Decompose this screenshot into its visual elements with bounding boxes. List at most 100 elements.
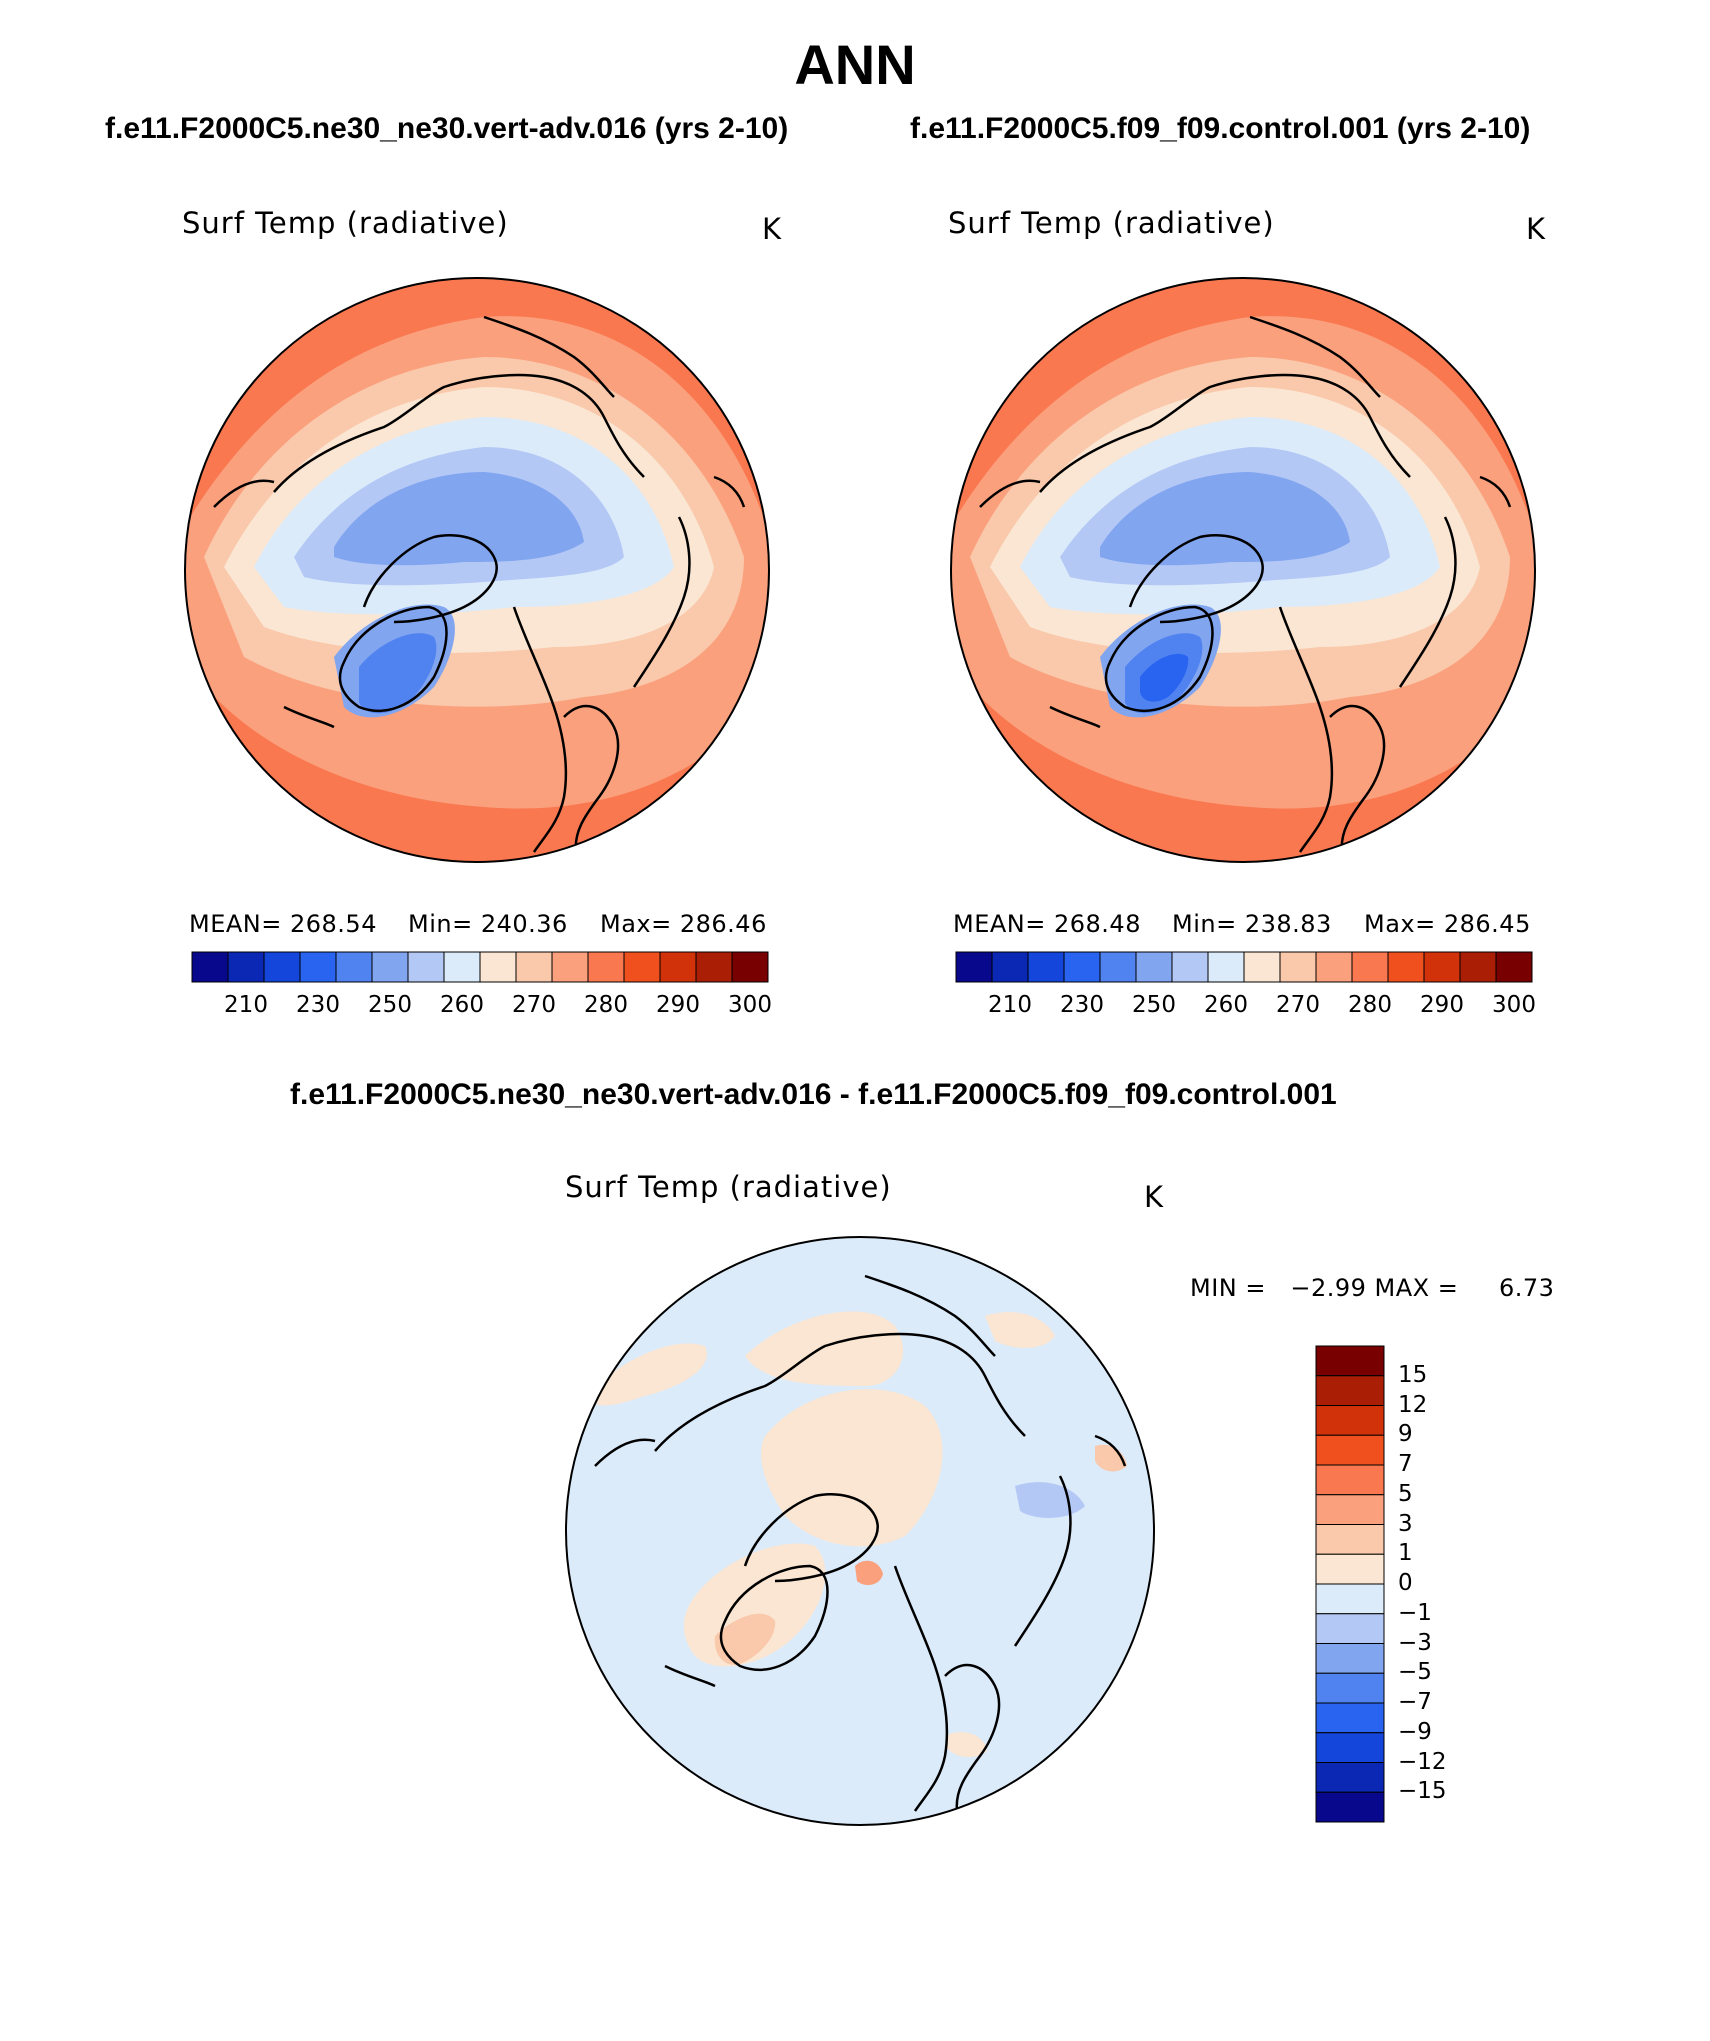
cbar-abs-swatch (991, 951, 1029, 983)
diff-title: f.e11.F2000C5.ne30_ne30.vert-adv.016 - f… (290, 1078, 1337, 1111)
cbar-diff-swatch (1315, 1464, 1385, 1496)
cbar-abs-tick-label: 230 (1060, 992, 1104, 1018)
cbar-abs-tick-label: 270 (512, 992, 556, 1018)
cbar-abs-tick-label: 270 (1276, 992, 1320, 1018)
cbar-diff-tick-label: 7 (1398, 1451, 1413, 1477)
cbar-abs-tick-label: 290 (656, 992, 700, 1018)
cbar-diff-swatch (1315, 1345, 1385, 1377)
cbar-abs-swatch (443, 951, 481, 983)
cbar-abs-swatch (1459, 951, 1497, 983)
cbar-abs-tick-label: 280 (584, 992, 628, 1018)
map-case2 (950, 277, 1536, 863)
case1-title: f.e11.F2000C5.ne30_ne30.vert-adv.016 (yr… (105, 112, 789, 145)
cbar-abs-swatch (1027, 951, 1065, 983)
panel1-field-name: Surf Temp (radiative) (182, 206, 509, 240)
cbar-abs-swatch (227, 951, 265, 983)
cbar-diff-swatch (1315, 1732, 1385, 1763)
panel1-units: K (762, 212, 782, 246)
cbar-abs-tick-label: 230 (296, 992, 340, 1018)
panel1-min: Min= 240.36 (408, 910, 568, 938)
map-difference (565, 1236, 1155, 1826)
cbar-abs-swatch (1351, 951, 1389, 983)
cbar-abs-swatch (1243, 951, 1281, 983)
cbar-diff-swatch (1315, 1643, 1385, 1674)
cbar-abs-tick-label: 210 (224, 992, 268, 1018)
cbar-diff-swatch (1315, 1791, 1385, 1823)
cbar-diff-swatch (1315, 1672, 1385, 1704)
cbar-diff-tick-label: −3 (1398, 1629, 1432, 1656)
cbar-abs-swatch (1387, 951, 1425, 983)
cbar-diff-tick-label: −7 (1398, 1689, 1432, 1715)
cbar-abs-swatch (659, 951, 697, 983)
cbar-diff-tick-label: 15 (1398, 1361, 1428, 1388)
cbar-abs-swatch (515, 951, 553, 983)
cbar-abs-tick-label: 280 (1348, 992, 1392, 1018)
cbar-abs-tick-label: 300 (728, 992, 772, 1018)
panel3-units: K (1144, 1180, 1164, 1214)
cbar-diff-swatch (1315, 1583, 1385, 1615)
cbar-diff-tick-label: −1 (1398, 1599, 1432, 1626)
cbar-abs-swatch (695, 951, 733, 983)
cbar-abs-swatch (731, 951, 769, 983)
cbar-abs-swatch (299, 951, 337, 983)
cbar-abs-swatch (1279, 951, 1317, 983)
panel3-min-max: MIN = −2.99 MAX = 6.73 (1190, 1274, 1555, 1302)
case2-title: f.e11.F2000C5.f09_f09.control.001 (yrs 2… (910, 112, 1531, 145)
cbar-abs-tick-label: 300 (1492, 992, 1536, 1018)
cbar-abs-swatch (1207, 951, 1245, 983)
cbar-diff-tick-label: −9 (1398, 1718, 1432, 1745)
panel1-mean: MEAN= 268.54 (189, 910, 377, 938)
cbar-diff-swatch (1315, 1762, 1385, 1793)
panel2-min: Min= 238.83 (1172, 910, 1332, 938)
cbar-abs-swatch (1495, 951, 1533, 983)
cbar-diff-swatch (1315, 1613, 1385, 1644)
cbar-diff-swatch (1315, 1524, 1385, 1555)
panel1-max: Max= 286.46 (600, 910, 767, 938)
cbar-diff-swatch (1315, 1405, 1385, 1436)
colorbar-difference-labels: 15 12 9 7 5 3 1 0 −1 −3 −5 −7 −9 −12 −15 (1398, 1346, 1478, 1822)
cbar-diff-swatch (1315, 1434, 1385, 1466)
cbar-abs-swatch (1099, 951, 1137, 983)
cbar-diff-tick-label: 5 (1398, 1480, 1413, 1507)
cbar-diff-swatch (1315, 1375, 1385, 1406)
main-title: ANN (794, 33, 916, 96)
panel3-field-name: Surf Temp (radiative) (565, 1170, 892, 1204)
colorbar-case1 (191, 951, 769, 983)
cbar-diff-tick-label: 3 (1398, 1510, 1413, 1537)
colorbar-case2 (955, 951, 1533, 983)
cbar-diff-tick-label: −12 (1398, 1748, 1447, 1775)
cbar-abs-swatch (191, 951, 229, 983)
panel2-mean: MEAN= 268.48 (953, 910, 1141, 938)
cbar-abs-swatch (623, 951, 661, 983)
panel2-field-name: Surf Temp (radiative) (948, 206, 1275, 240)
cbar-abs-tick-label: 250 (368, 992, 412, 1018)
cbar-abs-swatch (479, 951, 517, 983)
map-case1 (184, 277, 770, 863)
cbar-abs-swatch (551, 951, 589, 983)
cbar-abs-tick-label: 210 (988, 992, 1032, 1018)
cbar-diff-tick-label: −5 (1398, 1659, 1432, 1686)
cbar-diff-tick-label: 0 (1398, 1570, 1413, 1596)
cbar-diff-tick-label: 12 (1398, 1391, 1428, 1418)
cbar-diff-swatch (1315, 1494, 1385, 1525)
cbar-abs-swatch (1423, 951, 1461, 983)
cbar-abs-swatch (335, 951, 373, 983)
cbar-abs-swatch (263, 951, 301, 983)
cbar-diff-swatch (1315, 1702, 1385, 1734)
cbar-abs-tick-label: 260 (1204, 992, 1248, 1018)
colorbar-case2-labels: 210 230 250 260 270 280 290 300 (956, 992, 1536, 1022)
cbar-abs-swatch (1135, 951, 1173, 983)
cbar-diff-tick-label: 1 (1398, 1540, 1413, 1567)
colorbar-case1-labels: 210 230 250 260 270 280 290 300 (192, 992, 772, 1022)
cbar-diff-swatch (1315, 1553, 1385, 1585)
cbar-abs-tick-label: 290 (1420, 992, 1464, 1018)
cbar-diff-tick-label: 9 (1398, 1421, 1413, 1448)
cbar-abs-swatch (1315, 951, 1353, 983)
cbar-abs-tick-label: 260 (440, 992, 484, 1018)
cbar-abs-swatch (407, 951, 445, 983)
cbar-abs-swatch (1063, 951, 1101, 983)
cbar-abs-swatch (955, 951, 993, 983)
cbar-abs-swatch (587, 951, 625, 983)
cbar-abs-swatch (371, 951, 409, 983)
cbar-abs-tick-label: 250 (1132, 992, 1176, 1018)
